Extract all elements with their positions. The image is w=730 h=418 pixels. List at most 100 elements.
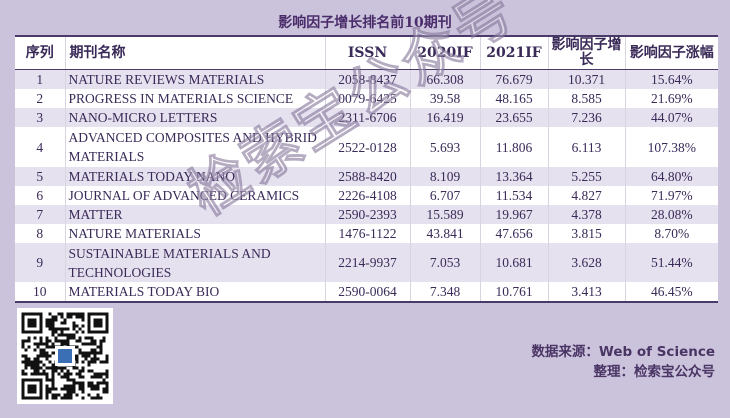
table-row: 7 MATTER 2590-2393 15.589 19.967 4.378 28.08% (15, 205, 718, 224)
qr-module (99, 372, 103, 376)
qr-module (69, 384, 73, 388)
qr-module (54, 339, 58, 343)
qr-module (90, 336, 94, 340)
qr-module (30, 372, 34, 376)
table-cell: 48.165 (479, 89, 548, 108)
table-cell: ADVANCED COMPOSITES AND HYBRID MATERIALS (64, 127, 325, 167)
qr-module (57, 333, 61, 337)
table-cell: 16.419 (409, 108, 480, 127)
qr-module (45, 324, 49, 328)
qr-module (21, 360, 25, 364)
qr-module (75, 366, 79, 370)
table-cell: 5 (15, 167, 65, 186)
header-cell: 期刊名称 (64, 36, 325, 70)
qr-module (69, 396, 73, 400)
table-cell: 19.967 (479, 205, 548, 224)
qr-module (33, 357, 37, 361)
qr-module (75, 345, 79, 349)
qr-module (96, 393, 100, 397)
qr-module (36, 357, 40, 361)
qr-module (54, 366, 58, 370)
qr-module (27, 384, 37, 394)
qr-module (72, 384, 76, 388)
qr-module (99, 360, 103, 364)
qr-module (51, 366, 55, 370)
qr-module (81, 381, 85, 385)
qr-module (105, 390, 109, 394)
qr-module (45, 339, 49, 343)
table-cell: 6.707 (409, 186, 480, 205)
qr-module (51, 327, 55, 331)
qr-module (45, 390, 49, 394)
table-cell: 3 (15, 108, 65, 127)
qr-module (96, 387, 100, 391)
table-row: 5 MATERIALS TODAY NANO 2588-8420 8.109 13.36… (15, 167, 718, 186)
qr-module (24, 357, 28, 361)
qr-module (87, 354, 91, 358)
qr-module (33, 363, 37, 367)
qr-module (24, 360, 28, 364)
qr-module (60, 339, 64, 343)
qr-module (90, 384, 94, 388)
title: 影响因子增长排名前10期刊 (278, 15, 452, 31)
qr-module (81, 330, 85, 334)
qr-module (81, 387, 85, 391)
table-cell: NATURE MATERIALS (64, 224, 325, 243)
qr-module (27, 357, 31, 361)
qr-module (96, 396, 100, 400)
table-cell: 39.58 (409, 89, 480, 108)
qr-module (60, 315, 64, 319)
table-cell: 10 (15, 282, 65, 302)
qr-module (66, 339, 70, 343)
qr-module (93, 348, 97, 352)
qr-module (90, 348, 94, 352)
qr-module (39, 336, 43, 340)
qr-module (66, 342, 70, 346)
table-cell: 2226-4108 (324, 186, 410, 205)
qr-module (54, 393, 58, 397)
qr-module (72, 381, 76, 385)
qr-module (60, 321, 64, 325)
qr-module (87, 360, 91, 364)
table-cell: 1 (15, 69, 65, 89)
table-cell: 21.69% (624, 89, 718, 108)
qr-module (84, 354, 88, 358)
qr-module (57, 327, 61, 331)
qr-module (45, 372, 49, 376)
qr-module (102, 339, 106, 343)
qr-module (105, 372, 109, 376)
qr-module (93, 384, 97, 388)
qr-module (42, 354, 46, 358)
qr-module (105, 357, 109, 361)
header-cell: 影响因子增长 (547, 36, 625, 70)
qr-module (27, 318, 37, 328)
qr-module (66, 327, 70, 331)
qr-module (48, 360, 52, 364)
qr-module (24, 366, 28, 370)
table-cell: 23.655 (479, 108, 548, 127)
qr-module (78, 387, 82, 391)
table-cell: 5.693 (409, 127, 480, 167)
qr-module (36, 363, 40, 367)
qr-module (93, 342, 97, 346)
qr-module (66, 315, 70, 319)
table-cell: 64.80% (624, 167, 718, 186)
table-cell: 44.07% (624, 108, 718, 127)
qr-module (63, 375, 67, 379)
qr-module (69, 336, 73, 340)
qr-module (93, 351, 97, 355)
qr-module (78, 327, 82, 331)
table-cell: 8.70% (624, 224, 718, 243)
qr-module (48, 345, 52, 349)
qr-module (33, 348, 37, 352)
qr-module (30, 366, 34, 370)
qr-module (78, 348, 82, 352)
table-cell: 66.308 (409, 69, 480, 89)
header-row: 序列 期刊名称 ISSN 2020IF 2021IF 影响因子增长 影响因子涨幅 (15, 36, 718, 70)
qr-module (51, 318, 55, 322)
qr-module (45, 351, 49, 355)
table-cell: 5.255 (547, 167, 625, 186)
qr-module (60, 333, 64, 337)
table-cell: 7.053 (409, 243, 480, 282)
qr-module (78, 375, 82, 379)
